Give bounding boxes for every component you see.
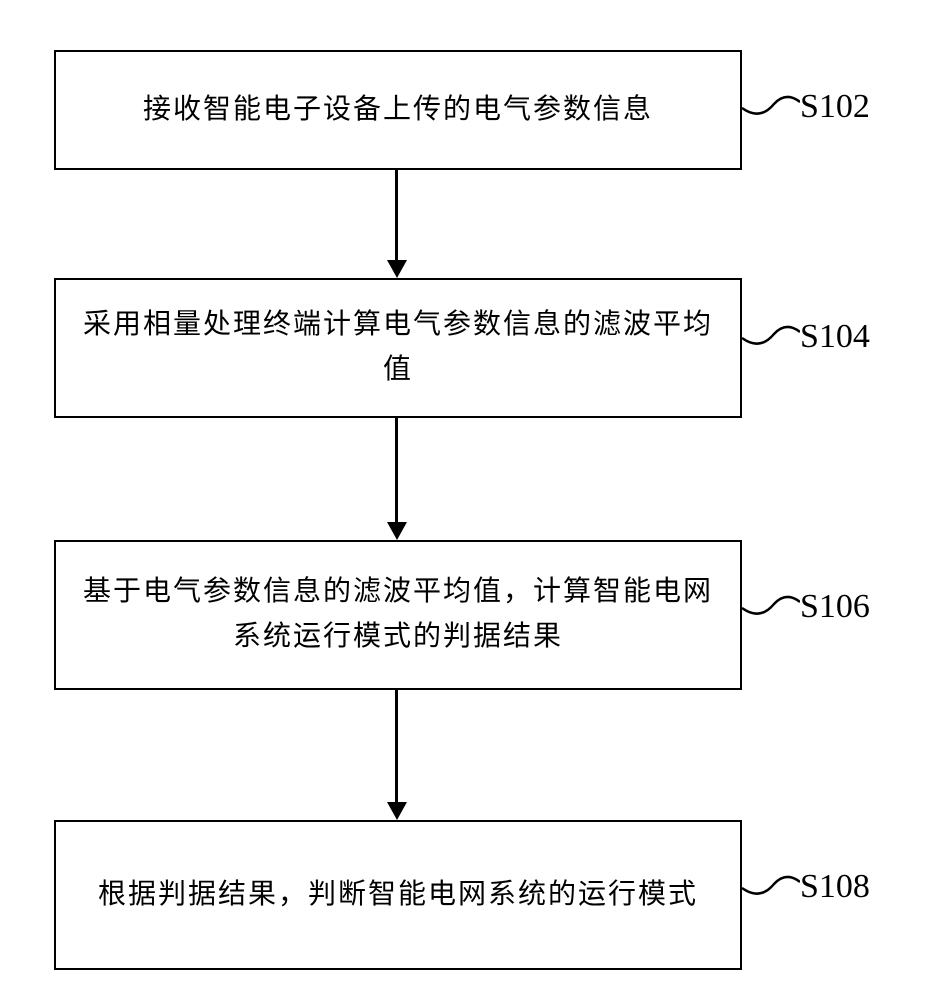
flowchart-node-3: 基于电气参数信息的滤波平均值，计算智能电网系统运行模式的判据结果 <box>54 540 742 690</box>
node-4-text: 根据判据结果，判断智能电网系统的运行模式 <box>98 873 698 918</box>
flowchart-node-2: 采用相量处理终端计算电气参数信息的滤波平均值 <box>54 278 742 418</box>
flowchart-node-1: 接收智能电子设备上传的电气参数信息 <box>54 50 742 170</box>
node-3-text: 基于电气参数信息的滤波平均值，计算智能电网系统运行模式的判据结果 <box>76 570 720 660</box>
flowchart-node-4: 根据判据结果，判断智能电网系统的运行模式 <box>54 820 742 970</box>
flowchart-container: 接收智能电子设备上传的电气参数信息 S102 采用相量处理终端计算电气参数信息的… <box>0 40 934 1000</box>
connector-3 <box>742 586 800 626</box>
node-1-text: 接收智能电子设备上传的电气参数信息 <box>143 88 653 133</box>
node-2-text: 采用相量处理终端计算电气参数信息的滤波平均值 <box>76 303 720 393</box>
connector-2 <box>742 316 800 356</box>
label-s104: S104 <box>800 318 870 356</box>
label-s108: S108 <box>800 868 870 906</box>
label-s106: S106 <box>800 588 870 626</box>
connector-1 <box>742 86 800 126</box>
connector-4 <box>742 866 800 906</box>
label-s102: S102 <box>800 88 870 126</box>
